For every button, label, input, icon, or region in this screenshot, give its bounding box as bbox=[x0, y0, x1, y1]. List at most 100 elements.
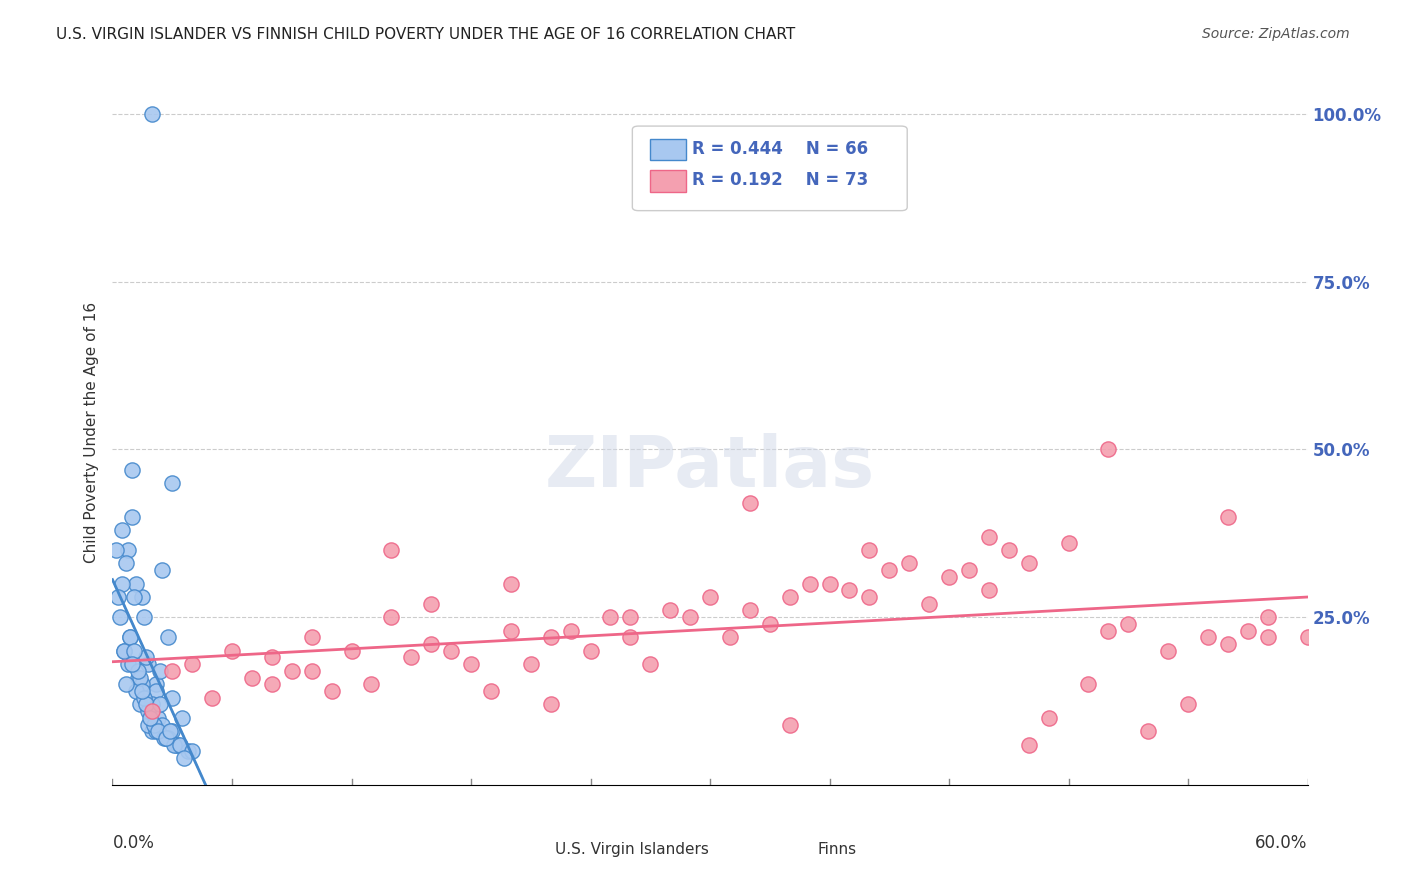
Point bbox=[129, 698, 152, 712]
Point bbox=[157, 630, 180, 644]
Point bbox=[1296, 630, 1319, 644]
Point bbox=[201, 690, 224, 705]
Point bbox=[1216, 509, 1239, 524]
Point bbox=[1216, 637, 1239, 651]
Point bbox=[380, 543, 402, 558]
Point bbox=[148, 711, 170, 725]
Point bbox=[149, 664, 172, 678]
Point bbox=[321, 684, 343, 698]
Point bbox=[115, 677, 138, 691]
Point bbox=[1137, 724, 1160, 739]
Point bbox=[150, 563, 173, 577]
Point bbox=[145, 677, 167, 691]
Point bbox=[540, 630, 562, 644]
Point bbox=[117, 543, 139, 558]
Point bbox=[145, 724, 167, 739]
Point bbox=[738, 603, 761, 617]
Point bbox=[499, 624, 522, 638]
Point bbox=[301, 630, 323, 644]
Point bbox=[141, 698, 163, 712]
Text: R = 0.192    N = 73: R = 0.192 N = 73 bbox=[692, 171, 869, 189]
Point bbox=[129, 671, 152, 685]
Point bbox=[301, 664, 323, 678]
Point bbox=[138, 704, 160, 718]
Point bbox=[858, 543, 880, 558]
Point bbox=[1257, 630, 1279, 644]
Point bbox=[977, 530, 1000, 544]
Point bbox=[125, 684, 148, 698]
Point bbox=[139, 704, 162, 718]
Point bbox=[131, 590, 153, 604]
Point bbox=[127, 664, 149, 678]
Point bbox=[260, 650, 283, 665]
Point bbox=[131, 684, 153, 698]
Point bbox=[127, 671, 149, 685]
Point bbox=[165, 738, 187, 752]
Point bbox=[111, 576, 134, 591]
Point bbox=[221, 644, 243, 658]
Text: R = 0.444    N = 66: R = 0.444 N = 66 bbox=[692, 140, 869, 158]
Point bbox=[125, 576, 148, 591]
Point bbox=[619, 630, 641, 644]
Point bbox=[957, 563, 980, 577]
Point bbox=[155, 731, 177, 745]
Point bbox=[699, 590, 721, 604]
Point bbox=[779, 590, 801, 604]
Point bbox=[111, 523, 134, 537]
Y-axis label: Child Poverty Under the Age of 16: Child Poverty Under the Age of 16 bbox=[83, 302, 98, 563]
Text: U.S. Virgin Islanders: U.S. Virgin Islanders bbox=[554, 841, 709, 856]
FancyBboxPatch shape bbox=[633, 126, 907, 211]
Point bbox=[679, 610, 702, 624]
Point bbox=[1097, 624, 1119, 638]
Point bbox=[115, 557, 138, 571]
Point bbox=[150, 717, 173, 731]
Point bbox=[420, 637, 443, 651]
Point bbox=[172, 711, 194, 725]
Point bbox=[898, 557, 921, 571]
Point bbox=[340, 644, 363, 658]
Point bbox=[380, 610, 402, 624]
Point bbox=[177, 744, 200, 758]
Point bbox=[141, 724, 163, 739]
Point bbox=[579, 644, 602, 658]
Point bbox=[114, 644, 135, 658]
Point bbox=[143, 717, 166, 731]
Point bbox=[121, 509, 143, 524]
Point bbox=[181, 744, 204, 758]
Point bbox=[131, 677, 153, 691]
Point bbox=[114, 644, 135, 658]
Point bbox=[159, 724, 181, 739]
Point bbox=[162, 690, 183, 705]
Point bbox=[879, 563, 901, 577]
Point bbox=[1177, 698, 1199, 712]
Point bbox=[135, 698, 157, 712]
Point bbox=[162, 664, 183, 678]
Point bbox=[1197, 630, 1219, 644]
Point bbox=[540, 698, 562, 712]
Point bbox=[134, 690, 156, 705]
Point bbox=[163, 738, 186, 752]
FancyBboxPatch shape bbox=[782, 841, 811, 859]
Point bbox=[260, 677, 283, 691]
FancyBboxPatch shape bbox=[651, 170, 686, 192]
FancyBboxPatch shape bbox=[651, 139, 686, 160]
Point bbox=[110, 610, 132, 624]
Point bbox=[169, 738, 191, 752]
Point bbox=[1257, 610, 1279, 624]
Point bbox=[440, 644, 463, 658]
Point bbox=[157, 731, 180, 745]
Point bbox=[121, 657, 143, 672]
Point bbox=[1038, 711, 1060, 725]
Point bbox=[181, 657, 204, 672]
Point bbox=[134, 610, 156, 624]
Point bbox=[135, 650, 157, 665]
Point bbox=[659, 603, 682, 617]
Point bbox=[1077, 677, 1099, 691]
Point bbox=[153, 731, 176, 745]
Point bbox=[1157, 644, 1180, 658]
Text: 60.0%: 60.0% bbox=[1256, 834, 1308, 852]
Point bbox=[738, 496, 761, 510]
Point bbox=[998, 543, 1021, 558]
Point bbox=[1118, 616, 1140, 631]
Point bbox=[799, 576, 821, 591]
